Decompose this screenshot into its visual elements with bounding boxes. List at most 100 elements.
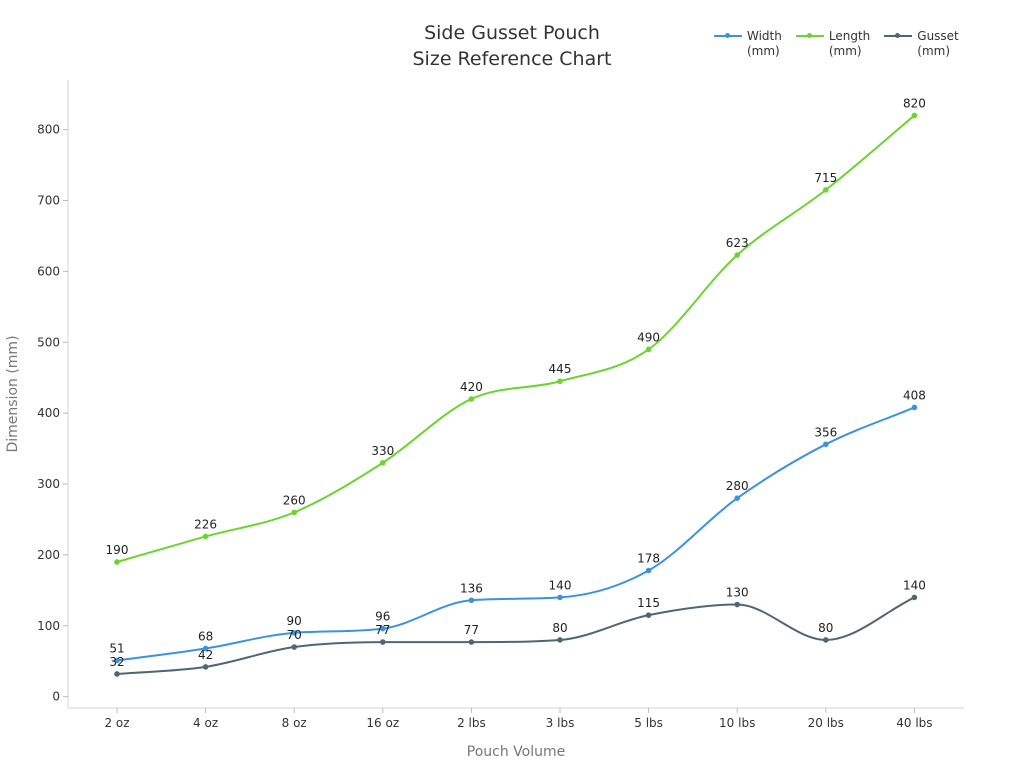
legend-label-width: Width (mm) xyxy=(747,29,782,58)
data-point-gusset xyxy=(468,639,475,645)
data-point-gusset xyxy=(202,664,209,670)
data-label-gusset: 77 xyxy=(464,623,479,637)
data-point-width xyxy=(114,657,120,664)
x-tick-label: 2 oz xyxy=(104,716,129,730)
data-label-width: 178 xyxy=(637,551,660,565)
data-point-gusset xyxy=(114,671,120,677)
legend-item-gusset: Gusset (mm) xyxy=(882,29,959,59)
data-point-length xyxy=(291,509,298,516)
data-label-length: 330 xyxy=(371,444,394,458)
series-line-gusset xyxy=(116,596,915,675)
data-label-gusset: 42 xyxy=(198,648,213,662)
legend-swatch-length xyxy=(794,29,824,43)
data-label-length: 820 xyxy=(903,96,926,110)
legend-label-length: Length (mm) xyxy=(828,29,871,58)
chart-title-line-2: Size Reference Chart xyxy=(412,48,612,70)
data-label-width: 140 xyxy=(549,578,572,592)
data-label-width: 280 xyxy=(726,479,749,493)
data-point-length xyxy=(557,378,563,385)
data-label-gusset: 140 xyxy=(903,578,926,592)
data-point-length xyxy=(380,459,386,466)
data-label-length: 226 xyxy=(194,517,217,531)
y-tick-label: 400 xyxy=(37,406,60,420)
data-point-length xyxy=(823,187,829,193)
data-point-gusset xyxy=(645,612,652,618)
y-tick-label: 0 xyxy=(52,690,60,704)
data-label-width: 90 xyxy=(287,614,302,628)
chart-title-line-1: Side Gusset Pouch xyxy=(424,22,600,44)
y-tick-label: 300 xyxy=(37,477,60,491)
data-label-width: 408 xyxy=(903,388,926,402)
data-point-gusset xyxy=(734,601,740,608)
data-label-width: 356 xyxy=(814,425,837,439)
x-axis-label: Pouch Volume xyxy=(467,744,565,760)
y-tick-label: 200 xyxy=(37,548,60,562)
x-tick-label: 5 lbs xyxy=(634,716,663,730)
data-point-width xyxy=(645,567,652,574)
data-label-width: 96 xyxy=(375,610,390,624)
y-tick-label: 500 xyxy=(37,335,60,349)
data-point-gusset xyxy=(911,594,918,601)
y-axis-label: Dimension (mm) xyxy=(5,335,21,452)
data-label-length: 260 xyxy=(283,493,306,507)
x-ticks: 2 oz 4 oz 8 oz 16 oz 2 lbs 3 lbs 5 lbs 10 lbs 20… xyxy=(104,708,933,730)
data-point-gusset xyxy=(380,639,386,645)
legend-item-width: Width (mm) xyxy=(712,29,782,59)
data-label-width: 136 xyxy=(460,581,483,595)
legend-swatch-gusset xyxy=(882,29,913,43)
data-label-length: 420 xyxy=(460,380,483,394)
legend: Width (mm) Length (mm) Gusset (mm) xyxy=(712,29,971,59)
data-label-length: 490 xyxy=(637,330,660,344)
data-point-width xyxy=(202,645,209,652)
legend-dot-gusset xyxy=(895,33,901,38)
y-ticks: 0 100 200 300 400 500 600 700 800 xyxy=(37,123,68,704)
data-label-gusset: 130 xyxy=(726,586,749,600)
x-tick-label: 3 lbs xyxy=(546,716,575,730)
data-point-width xyxy=(911,404,918,411)
legend-item-length: Length (mm) xyxy=(794,29,870,59)
data-label-length: 715 xyxy=(814,171,837,185)
x-tick-label: 20 lbs xyxy=(808,716,844,730)
legend-dot-length xyxy=(806,33,812,38)
legend-swatch-width xyxy=(712,29,742,43)
y-tick-label: 600 xyxy=(37,264,60,278)
data-label-gusset: 70 xyxy=(287,628,302,642)
data-label-length: 623 xyxy=(726,236,749,250)
data-label-gusset: 115 xyxy=(637,596,660,610)
data-point-gusset xyxy=(291,644,298,650)
x-tick-label: 10 lbs xyxy=(719,716,755,730)
data-point-length xyxy=(911,112,918,119)
series-line-length xyxy=(116,114,916,563)
data-label-width: 68 xyxy=(198,629,213,643)
data-point-width xyxy=(557,594,563,601)
legend-label-gusset: Gusset (mm) xyxy=(917,29,959,58)
data-point-width xyxy=(734,495,740,501)
x-tick-label: 16 oz xyxy=(366,716,399,730)
data-point-width xyxy=(468,597,475,604)
data-label-gusset: 80 xyxy=(818,621,833,635)
data-point-length xyxy=(734,252,740,258)
data-label-gusset: 32 xyxy=(109,655,124,669)
data-point-gusset xyxy=(823,637,829,643)
x-tick-label: 2 lbs xyxy=(457,716,486,730)
data-label-gusset: 77 xyxy=(375,623,390,637)
x-tick-label: 8 oz xyxy=(282,716,307,730)
series-layer xyxy=(114,112,918,677)
data-point-length xyxy=(114,559,120,565)
data-point-length xyxy=(645,346,652,353)
data-point-width xyxy=(291,630,298,636)
data-label-gusset: 80 xyxy=(552,621,567,635)
axes xyxy=(67,80,964,709)
legend-dot-width xyxy=(725,33,730,38)
data-point-length xyxy=(468,396,475,402)
y-tick-label: 100 xyxy=(37,619,60,633)
series-line-width xyxy=(116,406,915,662)
data-labels-layer: 51 68 90 96 136 140 178 280 356 408 190 226 260 330 42… xyxy=(106,96,926,669)
data-label-width: 51 xyxy=(109,642,124,656)
data-point-width xyxy=(823,441,829,448)
data-point-length xyxy=(202,533,209,540)
y-tick-label: 800 xyxy=(37,123,60,137)
x-tick-label: 4 oz xyxy=(193,716,218,730)
